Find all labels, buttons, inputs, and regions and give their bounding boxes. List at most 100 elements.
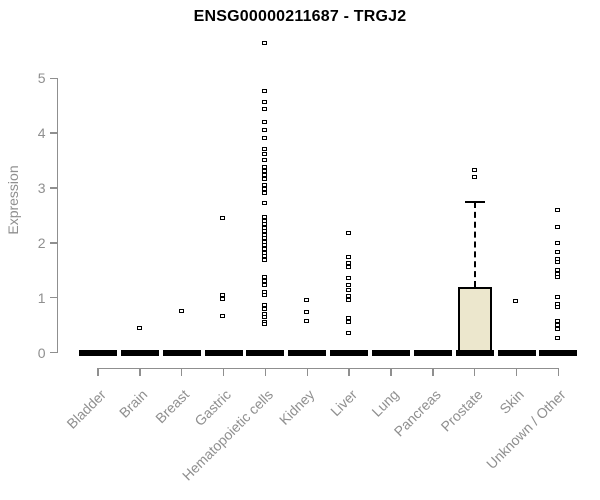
x-tick-label: Prostate (437, 386, 486, 435)
box-median-bar (539, 349, 578, 356)
data-point (262, 40, 268, 45)
box-median-bar (204, 349, 243, 356)
whisker-cap (464, 201, 485, 204)
data-point (262, 236, 268, 241)
data-point (262, 119, 268, 124)
y-axis-label: Expression (5, 165, 21, 235)
data-point (262, 146, 268, 151)
x-tick (264, 368, 267, 376)
box-median-bar (162, 349, 201, 356)
chart-title: ENSG00000211687 - TRGJ2 (193, 8, 407, 25)
box-median-bar (120, 349, 159, 356)
box-median-bar (330, 349, 369, 356)
data-point (262, 311, 268, 316)
data-point (262, 243, 268, 248)
y-tick-label: 2 (37, 234, 46, 251)
x-tick (390, 368, 392, 376)
data-point (262, 257, 268, 262)
x-tick (473, 368, 476, 376)
y-tick-label: 3 (37, 179, 46, 196)
y-tick-label: 4 (37, 125, 46, 142)
y-tick (49, 187, 57, 189)
data-point (262, 186, 268, 191)
data-point (262, 292, 268, 297)
data-point (555, 250, 561, 255)
box (457, 286, 492, 356)
data-point (555, 274, 561, 279)
x-tick (97, 368, 99, 376)
data-point (346, 330, 351, 335)
data-point (262, 182, 268, 187)
data-point (346, 255, 351, 259)
data-point (555, 319, 561, 324)
box-median-bar (79, 349, 117, 356)
x-tick-label: Brain (116, 386, 151, 421)
box-median-bar (455, 349, 494, 356)
data-point (220, 292, 226, 297)
data-point (220, 314, 226, 319)
data-point (178, 309, 184, 314)
data-point (262, 214, 268, 219)
data-point (262, 302, 268, 307)
data-point (346, 319, 351, 324)
x-tick (432, 368, 434, 376)
box-median-bar (497, 349, 536, 356)
x-tick-label: Bladder (63, 386, 109, 432)
y-tick (49, 132, 57, 134)
data-point (262, 222, 268, 227)
data-point (471, 175, 477, 180)
data-point (555, 224, 561, 229)
data-point (262, 307, 268, 312)
data-point (555, 267, 561, 272)
data-point (346, 264, 351, 269)
data-point (220, 216, 226, 221)
data-point (262, 315, 268, 320)
data-point (513, 298, 519, 303)
data-point (346, 261, 351, 266)
data-point (262, 173, 268, 178)
data-point (346, 275, 351, 280)
x-tick (222, 368, 225, 376)
data-point (555, 305, 561, 310)
y-tick-label: 5 (37, 70, 46, 87)
x-axis-line (97, 367, 560, 369)
data-point (220, 297, 226, 302)
data-point (346, 230, 351, 235)
data-point (136, 326, 142, 331)
data-point (262, 200, 268, 205)
box-median-bar (413, 349, 452, 356)
whisker-line (473, 202, 476, 287)
data-point (555, 294, 561, 299)
x-tick-label: Liver (326, 386, 360, 420)
data-point (304, 298, 310, 303)
data-point (555, 323, 561, 328)
data-point (262, 89, 268, 94)
box-median-bar (246, 349, 285, 356)
data-point (555, 335, 561, 340)
data-point (262, 168, 268, 173)
data-point (262, 127, 268, 132)
x-tick-label: Unknown / Other (483, 386, 570, 472)
data-point (346, 287, 351, 292)
x-tick-label: Skin (496, 386, 528, 417)
box-median-bar (288, 349, 327, 356)
y-tick (49, 351, 57, 354)
data-point (262, 322, 268, 327)
x-tick (139, 368, 141, 376)
data-point (262, 164, 268, 169)
data-point (555, 301, 561, 306)
data-point (555, 207, 561, 212)
data-point (262, 107, 268, 112)
data-point (346, 293, 351, 298)
x-tick (515, 368, 518, 376)
y-tick-label: 1 (37, 289, 46, 306)
x-tick (557, 368, 560, 376)
x-tick (306, 368, 308, 376)
data-point (346, 282, 351, 287)
data-point (346, 297, 351, 302)
y-axis-line (56, 78, 59, 353)
x-tick-label: Breast (152, 386, 193, 427)
x-tick-label: Kidney (276, 386, 318, 428)
y-tick (49, 77, 57, 79)
data-point (304, 318, 310, 323)
